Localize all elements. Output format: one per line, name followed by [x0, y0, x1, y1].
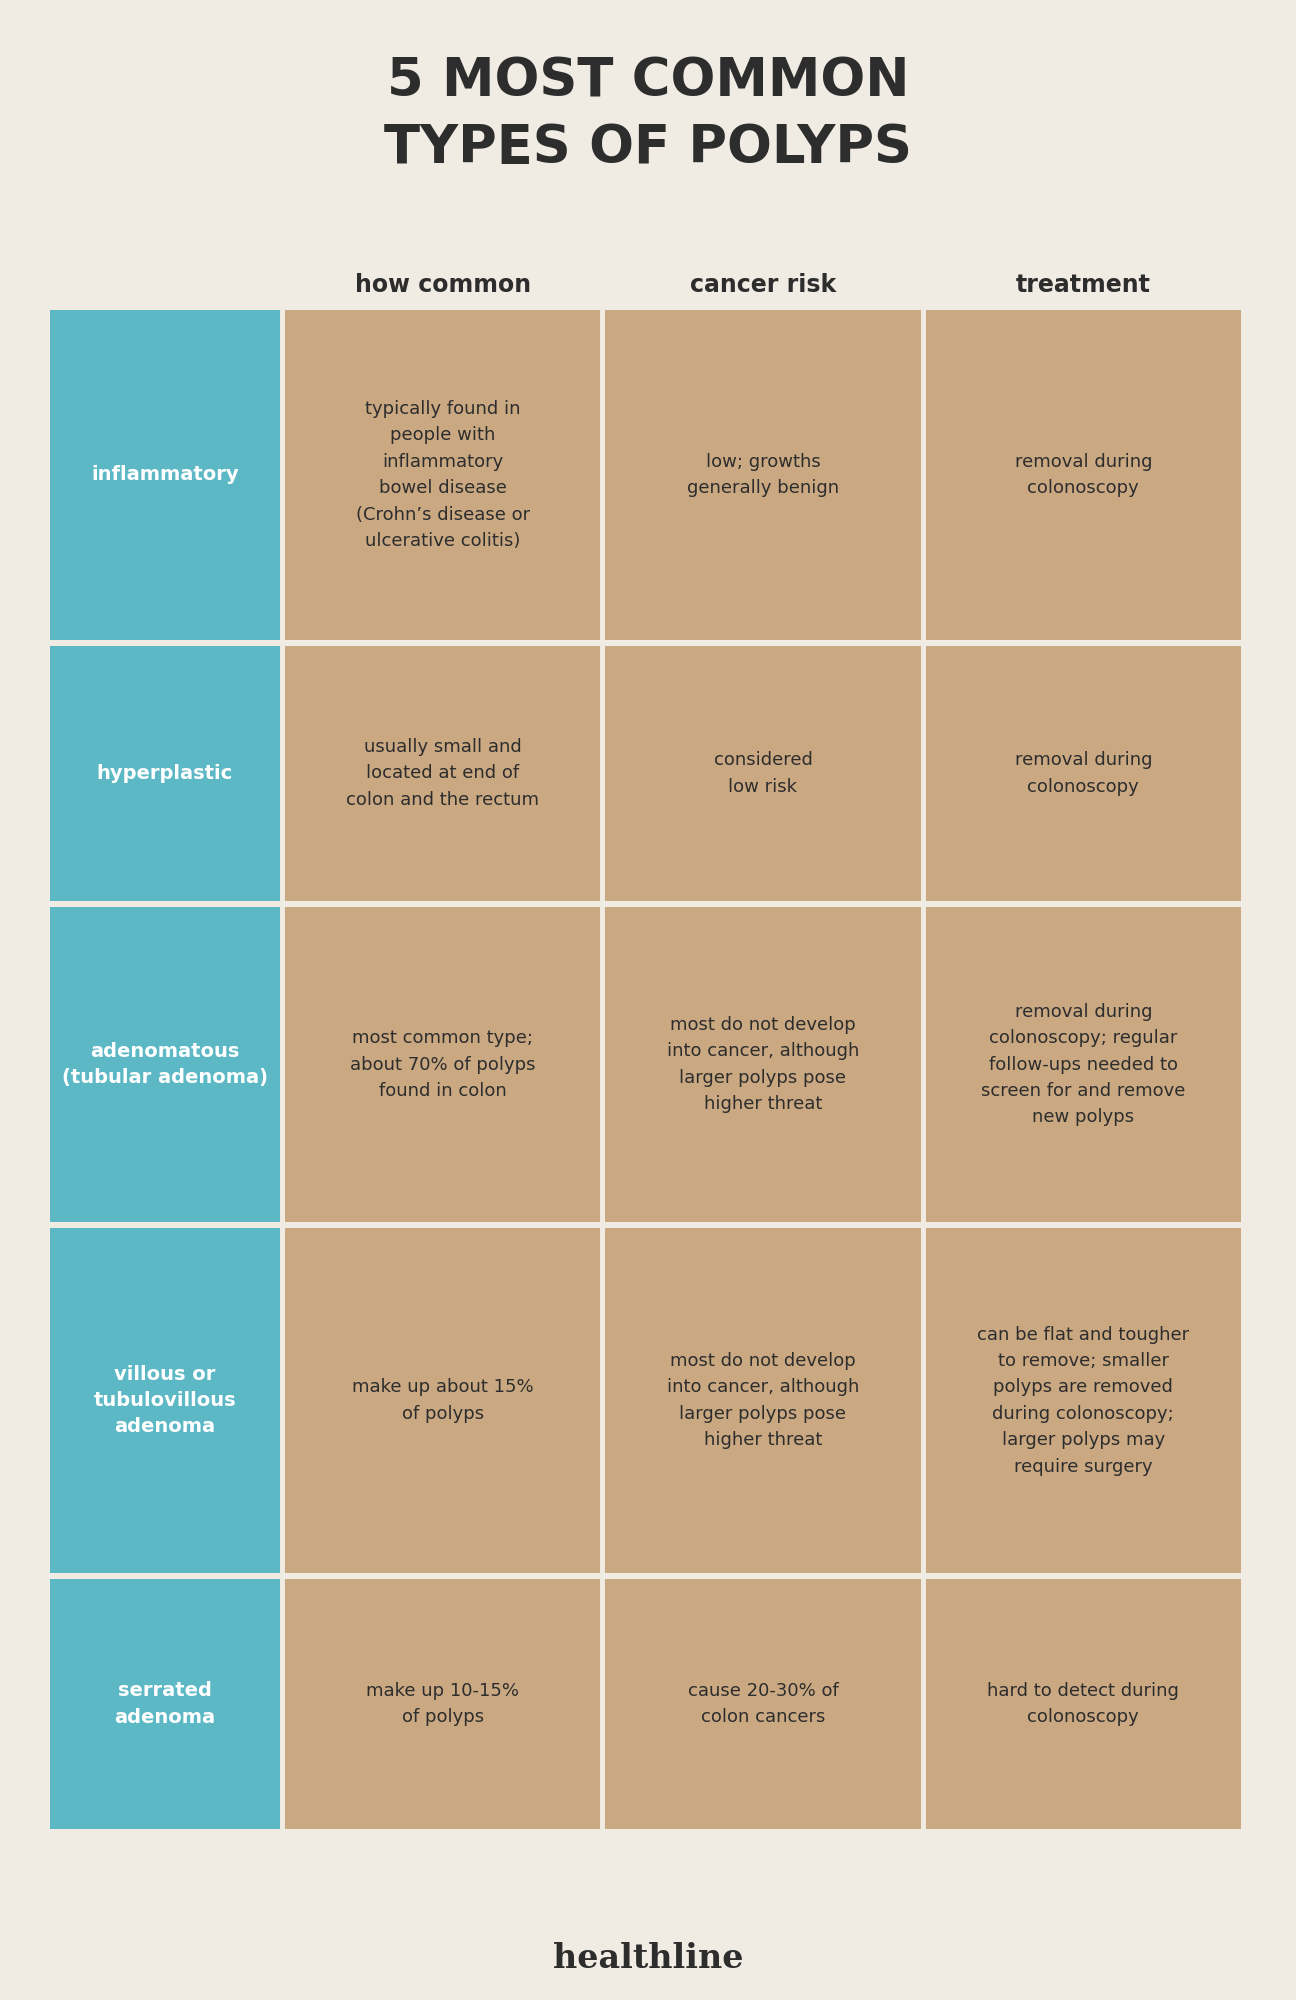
- Text: 5 MOST COMMON
TYPES OF POLYPS: 5 MOST COMMON TYPES OF POLYPS: [384, 56, 912, 174]
- Bar: [605, 310, 920, 640]
- Bar: [605, 646, 920, 900]
- Bar: [51, 310, 280, 640]
- Text: hard to detect during
colonoscopy: hard to detect during colonoscopy: [988, 1682, 1179, 1726]
- Text: make up 10-15%
of polyps: make up 10-15% of polyps: [367, 1682, 520, 1726]
- Bar: [605, 1228, 920, 1572]
- Bar: [285, 310, 600, 640]
- Text: considered
low risk: considered low risk: [714, 752, 813, 796]
- Bar: [51, 646, 280, 900]
- Bar: [925, 1228, 1242, 1572]
- Text: hyperplastic: hyperplastic: [97, 764, 233, 782]
- Text: removal during
colonoscopy: removal during colonoscopy: [1015, 452, 1152, 498]
- Bar: [285, 646, 600, 900]
- Bar: [285, 908, 600, 1222]
- Text: cancer risk: cancer risk: [689, 272, 836, 296]
- Bar: [605, 908, 920, 1222]
- Bar: [285, 1228, 600, 1572]
- Text: healthline: healthline: [553, 1942, 743, 1974]
- Bar: [925, 646, 1242, 900]
- Text: most common type;
about 70% of polyps
found in colon: most common type; about 70% of polyps fo…: [350, 1030, 535, 1100]
- Bar: [925, 1580, 1242, 1828]
- Bar: [925, 310, 1242, 640]
- Text: inflammatory: inflammatory: [91, 466, 238, 484]
- Bar: [285, 1580, 600, 1828]
- Text: usually small and
located at end of
colon and the rectum: usually small and located at end of colo…: [346, 738, 539, 808]
- Text: removal during
colonoscopy; regular
follow-ups needed to
screen for and remove
n: removal during colonoscopy; regular foll…: [981, 1002, 1186, 1126]
- Bar: [51, 1228, 280, 1572]
- Text: removal during
colonoscopy: removal during colonoscopy: [1015, 752, 1152, 796]
- Text: most do not develop
into cancer, although
larger polyps pose
higher threat: most do not develop into cancer, althoug…: [667, 1016, 859, 1114]
- Text: how common: how common: [355, 272, 531, 296]
- Text: adenomatous
(tubular adenoma): adenomatous (tubular adenoma): [62, 1042, 268, 1088]
- Text: serrated
adenoma: serrated adenoma: [114, 1682, 215, 1726]
- Bar: [51, 908, 280, 1222]
- Bar: [605, 1580, 920, 1828]
- Text: typically found in
people with
inflammatory
bowel disease
(Crohn’s disease or
ul: typically found in people with inflammat…: [355, 400, 530, 550]
- Text: treatment: treatment: [1016, 272, 1151, 296]
- Text: cause 20-30% of
colon cancers: cause 20-30% of colon cancers: [688, 1682, 839, 1726]
- Text: low; growths
generally benign: low; growths generally benign: [687, 452, 839, 498]
- Bar: [51, 1580, 280, 1828]
- Text: can be flat and tougher
to remove; smaller
polyps are removed
during colonoscopy: can be flat and tougher to remove; small…: [977, 1326, 1190, 1476]
- Text: most do not develop
into cancer, although
larger polyps pose
higher threat: most do not develop into cancer, althoug…: [667, 1352, 859, 1450]
- Bar: [925, 908, 1242, 1222]
- Text: make up about 15%
of polyps: make up about 15% of polyps: [351, 1378, 534, 1422]
- Text: villous or
tubulovillous
adenoma: villous or tubulovillous adenoma: [93, 1364, 236, 1436]
